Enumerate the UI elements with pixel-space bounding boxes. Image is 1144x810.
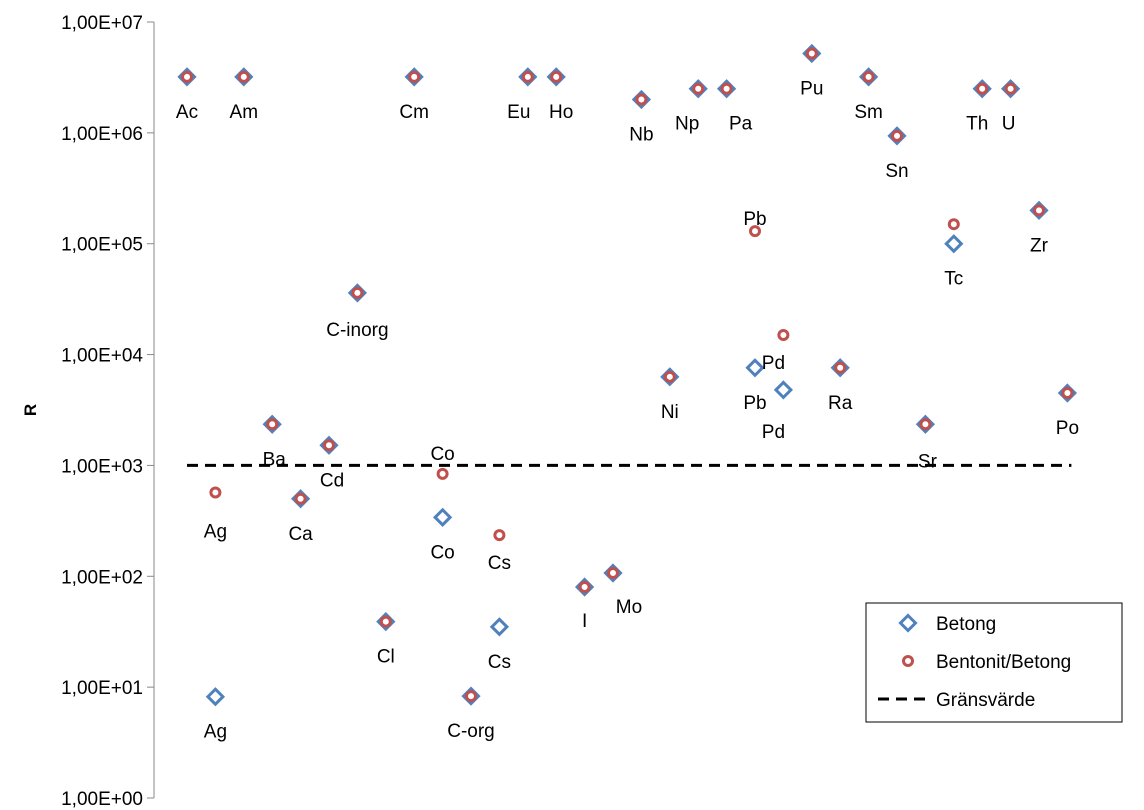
bentonit-point — [919, 418, 932, 431]
y-tick-label: 1,00E+02 — [61, 567, 143, 588]
data-label: Co — [430, 444, 454, 465]
bentonit-point — [408, 70, 421, 83]
data-label: Pd — [762, 353, 785, 374]
bentonit-point — [976, 82, 989, 95]
bentonit-point — [266, 418, 279, 431]
data-label: Sm — [854, 102, 883, 123]
data-label: Ca — [288, 524, 313, 545]
bentonit-point — [521, 70, 534, 83]
bentonit-point — [891, 129, 903, 142]
y-tick-label: 1,00E+00 — [61, 789, 143, 810]
bentonit-point — [1033, 204, 1045, 217]
bentonit-point — [493, 529, 506, 542]
betong-point — [944, 234, 964, 254]
data-label: Ho — [549, 102, 573, 123]
bentonit-point — [805, 47, 818, 60]
y-tick-label: 1,00E+01 — [61, 678, 143, 699]
data-label: Cs — [488, 553, 511, 574]
bentonit-point — [465, 690, 477, 703]
bentonit-point — [436, 467, 449, 480]
data-label: Zr — [1030, 235, 1049, 256]
data-label: Ag — [204, 722, 227, 743]
data-label: Sn — [885, 161, 908, 182]
bentonit-point — [777, 329, 790, 342]
legend-betong-icon — [898, 613, 918, 633]
data-label: Ac — [176, 102, 198, 123]
betong-point — [773, 380, 794, 400]
betong-point — [489, 617, 510, 637]
bentonit-point — [720, 82, 733, 95]
bentonit-point — [1061, 387, 1074, 400]
data-label: Pu — [800, 78, 823, 99]
bentonit-point — [635, 93, 648, 106]
data-label: Ra — [828, 393, 853, 414]
data-label: C-org — [447, 721, 495, 742]
data-label: Np — [675, 114, 699, 135]
data-label: C-inorg — [326, 320, 388, 341]
data-label: Cs — [488, 652, 511, 673]
y-tick-label: 1,00E+06 — [61, 124, 143, 145]
bentonit-point — [237, 70, 250, 83]
data-label: Pb — [743, 209, 766, 230]
data-label: Nb — [629, 124, 653, 145]
data-labels-layer: Ac Ag Ag Am Ba Ca Cd C-inorg Cl Cm Co Co C-org Cs Cs Eu… — [176, 78, 1079, 742]
data-label: Th — [966, 114, 988, 135]
data-label: Sr — [918, 451, 938, 472]
bentonit-point — [209, 486, 222, 499]
betong-point — [432, 507, 453, 527]
y-tick-group: 1,00E+00 1,00E+01 1,00E+02 1,00E+03 1,00E+04… — [61, 13, 154, 810]
y-tick-label: 1,00E+04 — [61, 346, 143, 367]
bentonit-point — [862, 70, 875, 83]
legend-label: Bentonit/Betong — [936, 652, 1071, 673]
y-axis-title: R — [21, 404, 40, 416]
bentonit-point — [550, 70, 563, 83]
data-label: Tc — [944, 269, 963, 290]
bentonit-point — [607, 567, 619, 580]
bentonit-point — [379, 615, 392, 628]
bentonit-point — [181, 70, 193, 83]
legend-items: Betong Bentonit/Betong Gränsvärde — [878, 613, 1071, 711]
bentonit-point — [834, 361, 847, 374]
data-label: Ba — [263, 449, 287, 470]
data-label: Co — [430, 542, 454, 563]
bentonit-point — [663, 370, 676, 383]
data-label: Pa — [729, 114, 753, 135]
bentonit-point — [294, 492, 307, 505]
y-tick-label: 1,00E+05 — [61, 235, 143, 256]
bentonit-point — [947, 218, 960, 231]
data-label: U — [1002, 114, 1016, 135]
data-label: Po — [1056, 418, 1079, 439]
bentonit-point — [351, 286, 364, 299]
legend-label: Betong — [936, 614, 996, 635]
data-label: Ag — [204, 521, 227, 542]
bentonit-point — [749, 225, 761, 238]
bentonit-point — [1004, 82, 1017, 95]
legend: Betong Bentonit/Betong Gränsvärde — [865, 602, 1123, 723]
data-label: Ni — [661, 402, 679, 423]
data-label: Pb — [743, 393, 766, 414]
betong-point — [205, 687, 226, 707]
data-label: I — [582, 611, 587, 632]
data-label: Am — [230, 102, 259, 123]
data-label: Cd — [320, 470, 344, 491]
bentonit-point — [323, 439, 335, 452]
legend-bentonit-icon — [902, 655, 914, 667]
data-label: Pd — [762, 422, 785, 443]
data-label: Cm — [399, 102, 429, 123]
data-label: Mo — [616, 597, 642, 618]
betong-point — [745, 358, 765, 378]
bentonit-point — [578, 581, 591, 594]
data-label: Cl — [377, 647, 395, 668]
y-tick-label: 1,00E+03 — [61, 456, 143, 477]
points-layer — [177, 43, 1078, 707]
data-label: Eu — [507, 102, 530, 123]
legend-label: Gränsvärde — [936, 690, 1035, 711]
bentonit-point — [692, 82, 705, 95]
y-tick-label: 1,00E+07 — [61, 13, 143, 34]
